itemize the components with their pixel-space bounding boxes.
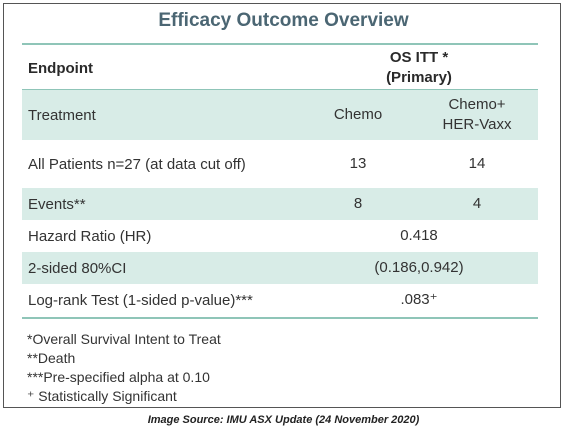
rule <box>22 89 538 90</box>
table-cell: .083⁺ <box>300 290 538 310</box>
table-row: All Patients n=27 (at data cut off) 13 14 <box>22 140 538 188</box>
row-label: Log-rank Test (1-sided p-value)*** <box>28 291 253 309</box>
cell-line: Chemo+ <box>448 96 506 113</box>
table-row: Treatment Chemo Chemo+ HER-Vaxx <box>22 90 538 140</box>
footnotes: *Overall Survival Intent to Treat **Death… <box>27 330 221 406</box>
cell-line: 13 <box>349 155 367 172</box>
cell-line: (0.186,0.942) <box>374 259 464 276</box>
table-row: Hazard Ratio (HR) 0.418 <box>22 220 538 252</box>
table-cell: 4 <box>416 194 538 214</box>
row-label: Hazard Ratio (HR) <box>28 227 152 245</box>
table-cell: (0.186,0.942) <box>300 258 538 278</box>
header-row: Endpoint OS ITT * (Primary) <box>22 47 538 89</box>
cell-line: 4 <box>472 195 482 212</box>
cell-line: HER-Vaxx <box>442 116 512 133</box>
title: Efficacy Outcome Overview <box>158 10 409 31</box>
row-label: All Patients n=27 (at data cut off) <box>28 155 246 173</box>
table-cell: Chemo+ HER-Vaxx <box>416 95 538 135</box>
caption: Image Source: IMU ASX Update (24 Novembe… <box>147 414 420 426</box>
rule <box>22 43 538 45</box>
table-cell: 8 <box>300 194 416 214</box>
row-label: Treatment <box>28 106 96 124</box>
cell-line: 0.418 <box>400 227 438 244</box>
table-row: Log-rank Test (1-sided p-value)*** .083⁺ <box>22 284 538 316</box>
footnote: ⁺ Statistically Significant <box>27 388 177 404</box>
table-cell: 14 <box>416 154 538 174</box>
header-endpoint: Endpoint <box>28 59 93 77</box>
cell-line: Chemo <box>333 106 383 123</box>
table-row: 2-sided 80%CI (0.186,0.942) <box>22 252 538 284</box>
row-label: 2-sided 80%CI <box>28 259 127 277</box>
footnote: **Death <box>27 350 76 366</box>
row-label: Events** <box>28 195 86 213</box>
header-line: (Primary) <box>386 69 452 86</box>
footnote: ***Pre-specified alpha at 0.10 <box>27 369 210 385</box>
cell-line: 8 <box>353 195 363 212</box>
cell-line: 14 <box>468 155 486 172</box>
cell-line: .083⁺ <box>400 291 438 308</box>
frame <box>3 3 561 408</box>
table-cell: 0.418 <box>300 226 538 246</box>
table-cell: 13 <box>300 154 416 174</box>
header-line: OS ITT * <box>389 49 449 66</box>
table-row: Events** 8 4 <box>22 188 538 220</box>
rule <box>22 317 538 319</box>
header-column: OS ITT * (Primary) <box>300 48 538 88</box>
footnote: *Overall Survival Intent to Treat <box>27 331 221 347</box>
table-cell: Chemo <box>300 105 416 125</box>
